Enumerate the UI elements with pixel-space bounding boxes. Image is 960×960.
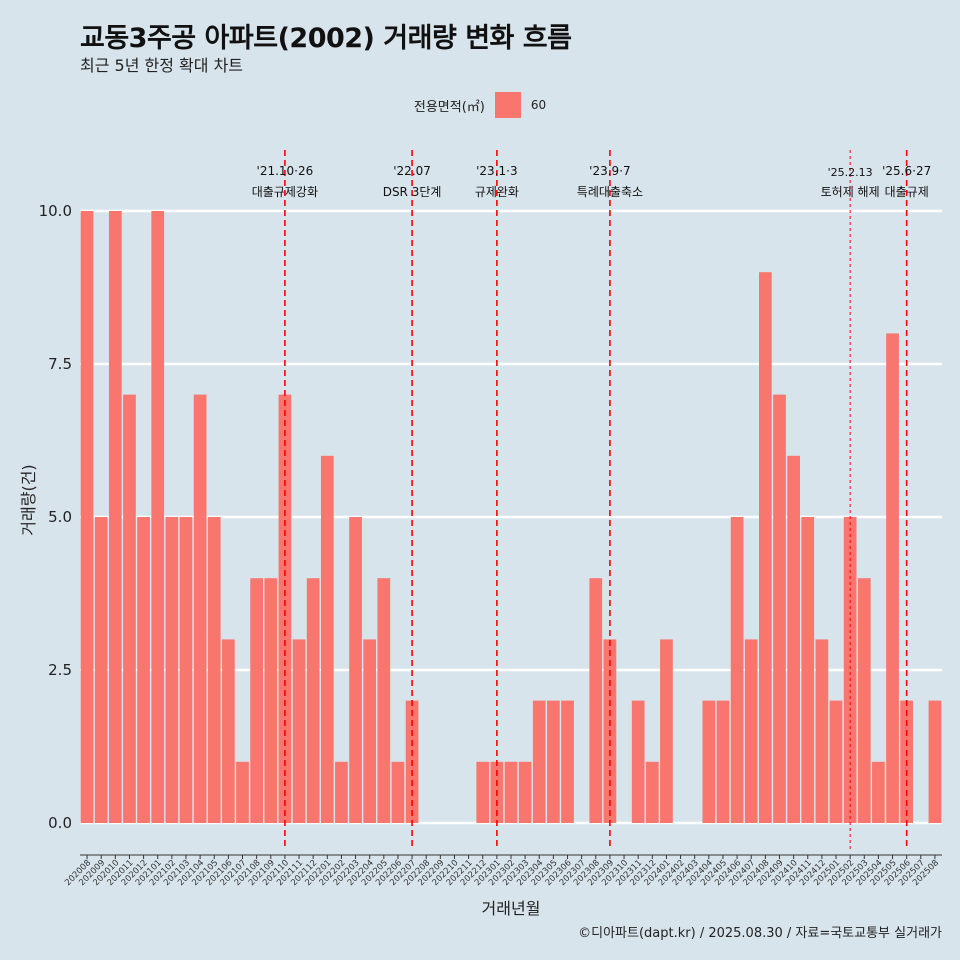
- bar: [108, 211, 122, 823]
- legend: 전용면적(㎡) 60: [0, 92, 960, 118]
- bar: [165, 517, 179, 823]
- y-tick-label: 7.5: [48, 355, 72, 373]
- bar: [589, 578, 603, 823]
- bar: [250, 578, 263, 823]
- bar: [773, 394, 786, 823]
- event-date: '25.2.13: [828, 166, 873, 179]
- bar: [80, 211, 94, 823]
- y-axis-title: 거래량(건): [19, 464, 38, 535]
- bar: [363, 639, 377, 823]
- bar: [532, 700, 546, 823]
- bar: [730, 517, 744, 823]
- event-label: 토허제 해제: [821, 185, 880, 199]
- event-label: 특례대출축소: [577, 185, 643, 199]
- event-date: '23.1·3: [476, 164, 517, 178]
- y-tick-label: 2.5: [48, 661, 72, 679]
- bar: [236, 761, 249, 823]
- bar: [94, 517, 108, 823]
- source-caption: ©디아파트(dapt.kr) / 2025.08.30 / 자료=국토교통부 실…: [578, 926, 942, 941]
- bar: [716, 700, 730, 823]
- legend-label: 60: [530, 98, 547, 112]
- event-date: '22.07: [393, 164, 431, 178]
- event-label: DSR 3단계: [383, 185, 442, 199]
- bar: [857, 578, 871, 823]
- x-axis-title: 거래년월: [482, 899, 541, 918]
- bar: [504, 761, 518, 823]
- bar: [759, 272, 772, 823]
- event-label: 대출규제강화: [252, 185, 318, 199]
- bar: [391, 761, 405, 823]
- bar: [787, 455, 800, 823]
- chart-subtitle: 최근 5년 한정 확대 차트: [80, 56, 244, 75]
- bar: [151, 211, 165, 823]
- legend-title: 전용면적(㎡): [413, 99, 485, 115]
- bar: [476, 761, 490, 823]
- bar: [928, 700, 942, 823]
- bar: [645, 761, 659, 823]
- bar: [292, 639, 306, 823]
- bar: [335, 761, 348, 823]
- bar: [660, 639, 673, 823]
- bar: [264, 578, 278, 823]
- bar: [631, 700, 645, 823]
- bar: [377, 578, 391, 823]
- bar: [222, 639, 235, 823]
- bar: [702, 700, 716, 823]
- bar: [207, 517, 221, 823]
- bar: [137, 517, 150, 823]
- chart-title: 교동3주공 아파트(2002) 거래량 변화 흐름: [80, 23, 572, 54]
- y-tick-label: 10.0: [39, 202, 72, 220]
- event-label: 규제완화: [475, 185, 519, 199]
- bar: [547, 700, 560, 823]
- bar: [306, 578, 320, 823]
- bar: [123, 394, 136, 823]
- bar: [193, 394, 207, 823]
- event-label: 대출규제: [885, 185, 929, 199]
- event-date: '21.10·26: [257, 164, 314, 178]
- bar: [829, 700, 843, 823]
- bar: [278, 394, 292, 823]
- bar: [872, 761, 885, 823]
- bar: [744, 639, 758, 823]
- bar: [815, 639, 829, 823]
- bar: [518, 761, 532, 823]
- bar: [179, 517, 193, 823]
- y-tick-label: 0.0: [48, 814, 72, 832]
- event-date: '25.6·27: [882, 164, 931, 178]
- bar: [320, 455, 334, 823]
- bar: [561, 700, 574, 823]
- bar: [349, 517, 362, 823]
- bar: [886, 333, 899, 823]
- y-tick-label: 5.0: [48, 508, 72, 526]
- legend-swatch: [494, 92, 521, 118]
- bar: [801, 517, 815, 823]
- event-date: '23.9·7: [589, 164, 630, 178]
- bar: [843, 517, 857, 823]
